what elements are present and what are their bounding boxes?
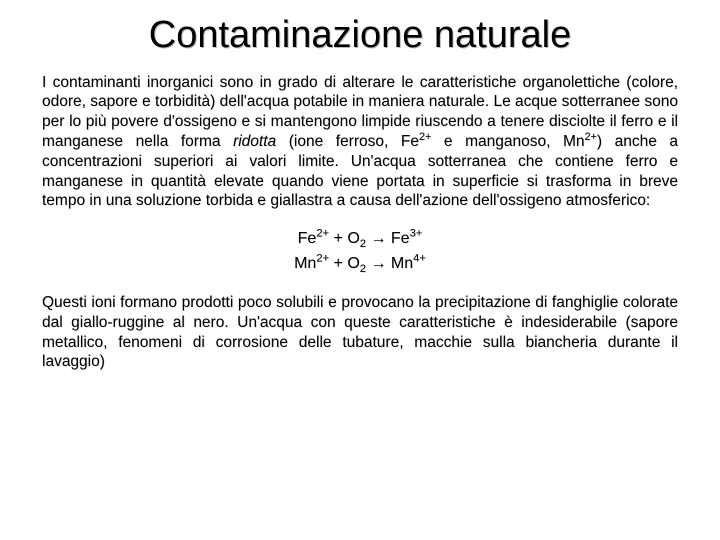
eq2-rhs-species: Mn	[391, 255, 413, 272]
para1-part-c: e manganoso, Mn	[431, 133, 584, 150]
eq1-lhs-charge: 2+	[316, 228, 329, 240]
eq2-plus: + O	[329, 255, 360, 272]
paragraph-main: I contaminanti inorganici sono in grado …	[42, 73, 678, 212]
equation-1: Fe2+ + O2 → Fe3+	[42, 227, 678, 252]
eq1-rhs-charge: 3+	[410, 228, 423, 240]
equations-block: Fe2+ + O2 → Fe3+ Mn2+ + O2 → Mn4+	[42, 227, 678, 277]
eq2-lhs-charge: 2+	[316, 253, 329, 265]
slide: Contaminazione naturale I contaminanti i…	[0, 0, 720, 540]
fe-charge: 2+	[419, 131, 431, 143]
paragraph-footer: Questi ioni formano prodotti poco solubi…	[42, 293, 678, 372]
mn-charge: 2+	[584, 131, 596, 143]
para1-part-b: (ione ferroso, Fe	[276, 133, 419, 150]
eq1-rhs-species: Fe	[391, 230, 410, 247]
equation-2: Mn2+ + O2 → Mn4+	[42, 252, 678, 277]
eq2-lhs-species: Mn	[294, 255, 316, 272]
para1-italic: ridotta	[233, 133, 276, 150]
slide-title: Contaminazione naturale	[42, 14, 678, 57]
eq2-rhs-charge: 4+	[413, 253, 426, 265]
eq2-arrow: →	[366, 255, 391, 272]
eq1-lhs-species: Fe	[298, 230, 317, 247]
eq1-arrow: →	[366, 230, 391, 247]
eq1-plus: + O	[329, 230, 360, 247]
